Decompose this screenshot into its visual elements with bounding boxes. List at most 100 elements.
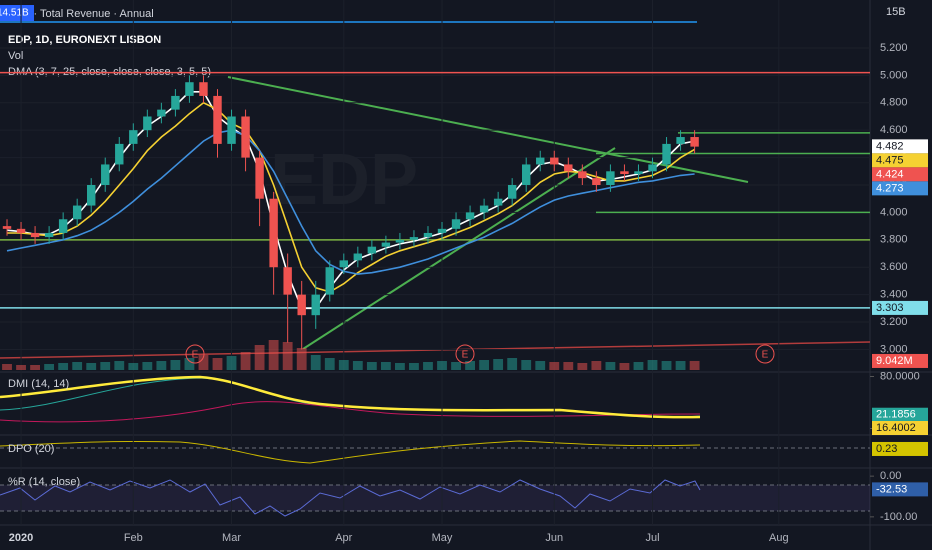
candle-body xyxy=(227,116,236,144)
volume-bar xyxy=(156,361,167,370)
y-tick-label: 3.200 xyxy=(880,316,908,328)
candle-body xyxy=(157,109,166,117)
volume-bar xyxy=(409,363,419,370)
volume-bar xyxy=(16,365,26,370)
earnings-marker xyxy=(455,344,475,364)
price-badge-bg xyxy=(872,482,928,497)
dpo-line xyxy=(0,440,701,464)
volume-bar xyxy=(338,360,349,370)
candle-body xyxy=(381,242,391,247)
price-badge: 4.273 xyxy=(876,182,904,194)
volume-bar xyxy=(282,342,293,370)
volume-bar xyxy=(142,362,153,370)
volume-bar xyxy=(226,356,237,370)
candle-body xyxy=(662,143,671,165)
candle-body xyxy=(269,198,278,268)
candle-body xyxy=(606,171,615,185)
candle-body xyxy=(634,171,643,175)
candle-body xyxy=(690,137,699,147)
candle-body xyxy=(16,228,26,233)
price-badge: 4.424 xyxy=(876,168,904,180)
y-tick-label: -100.00 xyxy=(880,511,917,523)
candle-body xyxy=(213,95,222,144)
price-badge-bg xyxy=(872,353,928,368)
volume-bar xyxy=(591,361,602,370)
volume-bar xyxy=(44,364,55,370)
y-tick-label: 3.600 xyxy=(880,261,908,273)
volume-bar xyxy=(30,365,40,370)
volume-bar xyxy=(380,362,391,370)
x-tick-label: May xyxy=(432,532,453,544)
volume-bar xyxy=(170,360,181,370)
volume-bar xyxy=(507,358,518,370)
volume-bar xyxy=(689,360,700,370)
volume-bar xyxy=(254,345,265,370)
price-badge: 9.042M xyxy=(876,355,913,367)
x-tick-label: Apr xyxy=(335,532,352,544)
volume-title: Vol xyxy=(8,50,23,62)
volume-bar xyxy=(128,363,139,370)
wr-line xyxy=(0,479,701,517)
price-badge-bg xyxy=(872,407,928,422)
candle-body xyxy=(409,237,419,240)
earnings-label: E xyxy=(762,350,769,361)
volume-bar xyxy=(240,352,251,370)
volume-bar xyxy=(212,358,223,370)
x-tick-label: Aug xyxy=(769,532,789,544)
x-tick-label: Feb xyxy=(124,532,143,544)
candle-body xyxy=(325,267,334,295)
candle-body xyxy=(101,164,110,185)
candle-body xyxy=(353,253,363,261)
pane-title: %R (14, close) xyxy=(8,476,80,488)
volume-bar xyxy=(114,361,125,370)
volume-bar xyxy=(423,362,433,370)
candle-body xyxy=(578,171,587,179)
volume-bar xyxy=(268,340,279,370)
price-badge-bg xyxy=(872,441,928,456)
candle-body xyxy=(283,267,292,295)
volume-bar xyxy=(535,361,546,370)
candle-body xyxy=(185,82,194,96)
candle-body xyxy=(199,82,208,96)
volume-bar xyxy=(563,362,574,370)
price-badge: 0.23 xyxy=(876,443,897,455)
earnings-marker xyxy=(755,344,775,364)
candle-body xyxy=(620,171,629,175)
price-badge-bg xyxy=(872,300,928,315)
price-badge-bg xyxy=(872,181,928,196)
candle-body xyxy=(44,232,54,238)
volume-bar xyxy=(493,359,504,370)
volume-bar xyxy=(437,361,447,370)
candle-body xyxy=(115,143,124,165)
y-tick-label: 4.600 xyxy=(880,124,908,136)
volume-bar xyxy=(58,363,69,370)
price-badge-bg xyxy=(872,153,928,168)
volume-bar xyxy=(395,363,405,370)
y-tick-label: 4.000 xyxy=(880,206,908,218)
volume-bar xyxy=(310,355,321,370)
volume-bar xyxy=(661,361,672,370)
pane-title: DMI (14, 14) xyxy=(8,378,69,390)
price-badge: 4.475 xyxy=(876,154,904,166)
candle-body xyxy=(564,164,573,172)
candle-body xyxy=(479,205,489,213)
price-badge: 16.4002 xyxy=(876,422,916,434)
overlay-title: EDP · Total Revenue · Annual xyxy=(8,8,154,20)
adx-line xyxy=(0,375,701,419)
candle-body xyxy=(676,137,685,144)
volume-bar xyxy=(324,358,335,370)
y-tick-label: 3.400 xyxy=(880,289,908,301)
price-badge: 4.482 xyxy=(876,140,904,152)
earnings-label: E xyxy=(462,350,469,361)
pane-title: DPO (20) xyxy=(8,443,54,455)
volume-bar xyxy=(198,355,209,370)
overlay-badge-bg xyxy=(0,5,34,21)
volume-bar xyxy=(72,362,83,370)
candle-body xyxy=(395,239,405,243)
volume-bar xyxy=(86,363,97,370)
price-badge: 21.1856 xyxy=(876,409,916,421)
volume-bar xyxy=(619,363,630,370)
overlay-axis-label: 15B xyxy=(886,6,906,18)
candle-body xyxy=(550,157,559,165)
